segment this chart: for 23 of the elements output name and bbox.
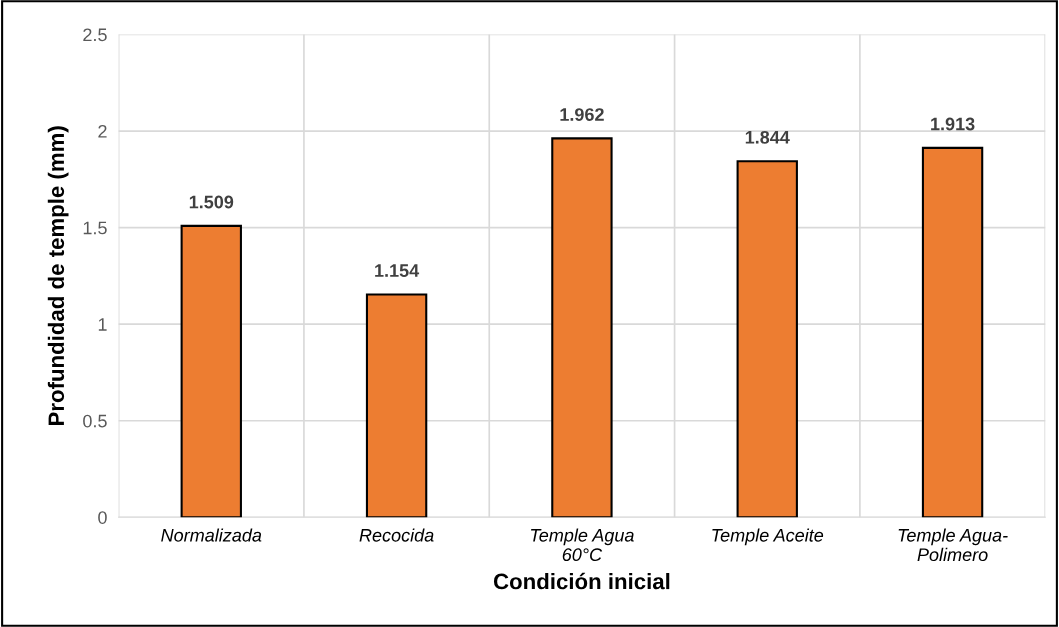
x-tick-label: Temple Agua- Polimero	[898, 528, 1008, 562]
x-tick-label: Recocida	[359, 528, 434, 542]
bar	[365, 293, 428, 518]
y-axis-title: Profundidad de temple (mm)	[47, 126, 69, 426]
data-label: 1.154	[375, 264, 420, 277]
x-tick-label: Temple Aceite	[712, 528, 824, 546]
bar	[551, 137, 613, 518]
y-tick-label: 2.5	[83, 28, 107, 42]
y-tick-label: 2	[98, 124, 107, 138]
bar	[921, 146, 984, 518]
y-tick-label: 1.5	[83, 221, 107, 235]
data-label: 1.509	[189, 195, 234, 209]
data-label: 1.844	[745, 130, 790, 144]
data-label: 1.962	[560, 108, 604, 121]
bar	[736, 160, 798, 518]
data-label: 1.913	[931, 117, 975, 131]
y-tick-label: 0	[98, 511, 107, 524]
x-axis-title: Condición inicial	[493, 572, 670, 590]
x-tick-label: Temple Agua 60°C	[531, 528, 634, 562]
x-tick-label: Normalizada	[161, 528, 262, 542]
bar	[180, 224, 242, 518]
y-tick-label: 1	[98, 318, 107, 331]
y-tick-label: 0.5	[83, 414, 107, 428]
